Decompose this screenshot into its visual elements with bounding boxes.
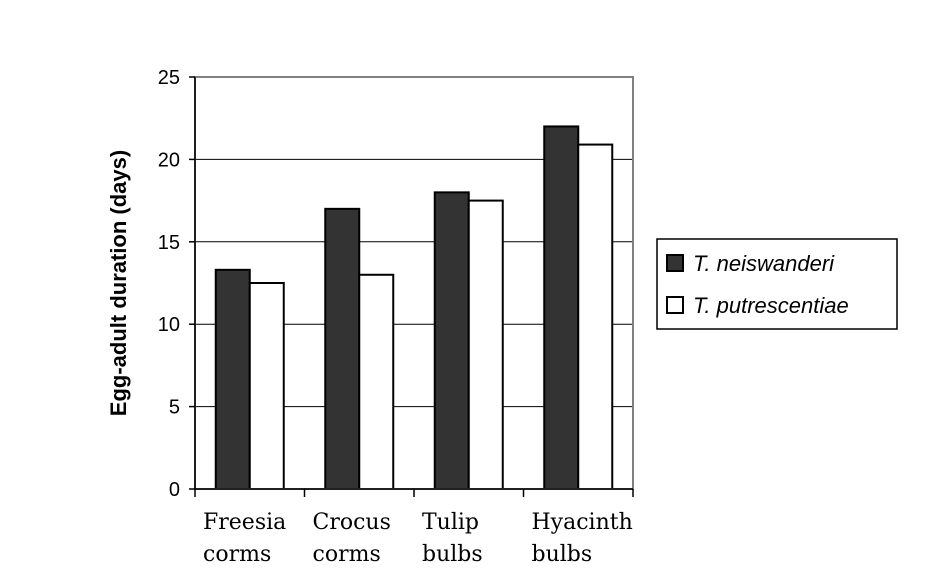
axes [189, 76, 634, 497]
bar-putrescentiae [467, 199, 504, 490]
bar-putrescentiae [248, 282, 285, 490]
x-tick-labels: Freesia corms Crocus corms Tulip bulbs Hyacint… [203, 510, 633, 567]
legend: T. neiswanderi T. putrescentiae [656, 238, 898, 330]
legend-swatch [666, 254, 684, 272]
bar-neiswanderi [324, 207, 361, 490]
x-tick-label: Freesia corms [203, 510, 286, 567]
bar-putrescentiae [358, 273, 395, 491]
bar-putrescentiae [577, 143, 614, 490]
x-tick-label: Hyacinth bulbs [532, 510, 633, 567]
y-tick-label: 20 [158, 149, 180, 171]
x-tick-label: Crocus corms [313, 510, 391, 567]
legend-box [656, 238, 898, 330]
bar-neiswanderi [214, 268, 251, 491]
y-tick-label: 25 [158, 67, 180, 89]
x-tick-label: Tulip bulbs [422, 510, 483, 567]
y-tick-label: 15 [158, 232, 180, 254]
y-tick-label: 0 [169, 479, 180, 501]
y-tick-label: 5 [169, 397, 180, 419]
y-tick-label: 10 [158, 314, 180, 336]
bars [214, 125, 614, 491]
bar-neiswanderi [543, 125, 580, 490]
legend-swatch [666, 296, 684, 314]
legend-label: T. putrescentiae [693, 293, 849, 318]
y-tick-labels: 0 5 10 15 20 25 [158, 67, 180, 501]
legend-label: T. neiswanderi [693, 251, 835, 276]
y-axis-label: Egg-adult duration (days) [106, 150, 131, 416]
bar-neiswanderi [433, 191, 470, 491]
